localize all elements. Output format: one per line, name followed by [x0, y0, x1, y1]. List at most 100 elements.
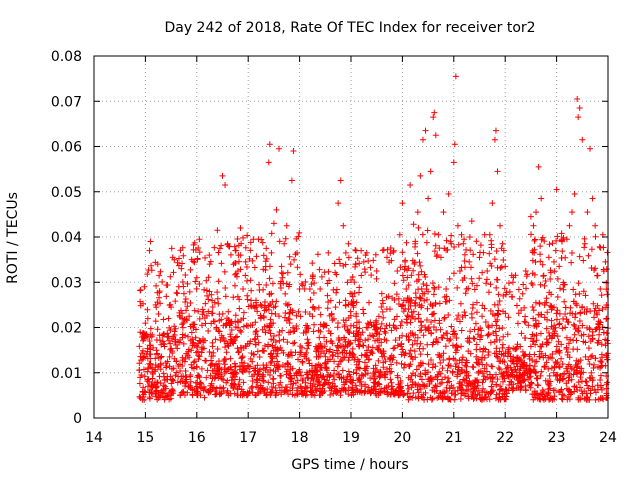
data-point — [584, 382, 591, 389]
data-point — [181, 358, 188, 365]
data-point — [180, 319, 187, 326]
data-point — [270, 380, 277, 387]
data-point — [572, 314, 579, 321]
data-point — [276, 387, 283, 394]
x-axis-label: GPS time / hours — [291, 457, 408, 473]
data-point — [337, 392, 344, 399]
data-point — [388, 361, 395, 368]
data-point — [596, 243, 603, 250]
data-point — [174, 338, 181, 345]
data-point — [432, 301, 439, 308]
data-point — [416, 301, 423, 308]
data-point — [276, 329, 283, 336]
data-point — [573, 302, 580, 309]
data-point — [458, 343, 465, 350]
data-point — [585, 333, 592, 340]
data-point — [570, 371, 577, 378]
data-point — [521, 304, 528, 311]
data-point — [266, 322, 273, 329]
data-point — [558, 230, 565, 237]
data-point — [222, 293, 229, 300]
data-point — [554, 233, 561, 240]
data-point — [561, 298, 568, 305]
data-point — [461, 392, 468, 399]
data-point — [443, 330, 450, 337]
data-point — [260, 362, 267, 369]
data-point — [500, 350, 507, 357]
data-point — [293, 235, 300, 242]
data-point — [279, 327, 286, 334]
data-point — [541, 238, 548, 245]
data-point — [256, 354, 263, 361]
data-point — [193, 389, 200, 396]
data-point — [287, 381, 294, 388]
data-point — [590, 314, 597, 321]
data-point — [393, 359, 400, 366]
data-point — [159, 278, 166, 285]
data-point — [581, 244, 588, 251]
data-point — [268, 230, 275, 237]
data-point — [288, 177, 295, 184]
data-point — [520, 378, 527, 385]
data-point — [255, 236, 262, 243]
data-point — [279, 270, 286, 277]
data-point — [578, 365, 585, 372]
data-point — [441, 314, 448, 321]
data-point — [137, 298, 144, 305]
data-point — [519, 290, 526, 297]
data-point — [367, 264, 374, 271]
data-point — [552, 247, 559, 254]
data-point — [465, 372, 472, 379]
data-point — [418, 268, 425, 275]
x-tick-label: 20 — [393, 430, 411, 446]
data-point — [431, 285, 438, 292]
data-point — [206, 252, 213, 259]
data-point — [222, 181, 229, 188]
data-point — [571, 191, 578, 198]
data-point — [412, 354, 419, 361]
data-point — [487, 281, 494, 288]
data-point — [267, 301, 274, 308]
data-point — [441, 315, 448, 322]
data-point — [455, 312, 462, 319]
data-point — [187, 384, 194, 391]
data-point — [345, 368, 352, 375]
data-point — [443, 286, 450, 293]
data-point — [278, 263, 285, 270]
data-point — [436, 245, 443, 252]
data-point — [360, 306, 367, 313]
data-point — [168, 245, 175, 252]
data-point — [208, 320, 215, 327]
data-point — [159, 389, 166, 396]
data-point — [543, 325, 550, 332]
data-point — [575, 379, 582, 386]
data-point — [464, 335, 471, 342]
data-point — [594, 272, 601, 279]
data-point — [153, 347, 160, 354]
data-point — [592, 389, 599, 396]
data-point — [373, 275, 380, 282]
data-point — [430, 291, 437, 298]
data-point — [504, 353, 511, 360]
data-point — [387, 244, 394, 251]
data-point — [267, 330, 274, 337]
data-point — [530, 366, 537, 373]
data-point — [515, 286, 522, 293]
data-point — [510, 274, 517, 281]
data-point — [249, 389, 256, 396]
data-point — [324, 358, 331, 365]
data-point — [417, 295, 424, 302]
data-point — [309, 275, 316, 282]
data-point — [462, 290, 469, 297]
data-point — [467, 381, 474, 388]
data-point — [152, 355, 159, 362]
data-point — [465, 395, 472, 402]
data-point — [581, 240, 588, 247]
data-point — [256, 281, 263, 288]
data-point — [317, 286, 324, 293]
data-point — [387, 391, 394, 398]
data-point — [580, 331, 587, 338]
data-point — [140, 366, 147, 373]
data-point — [453, 335, 460, 342]
data-point — [484, 267, 491, 274]
